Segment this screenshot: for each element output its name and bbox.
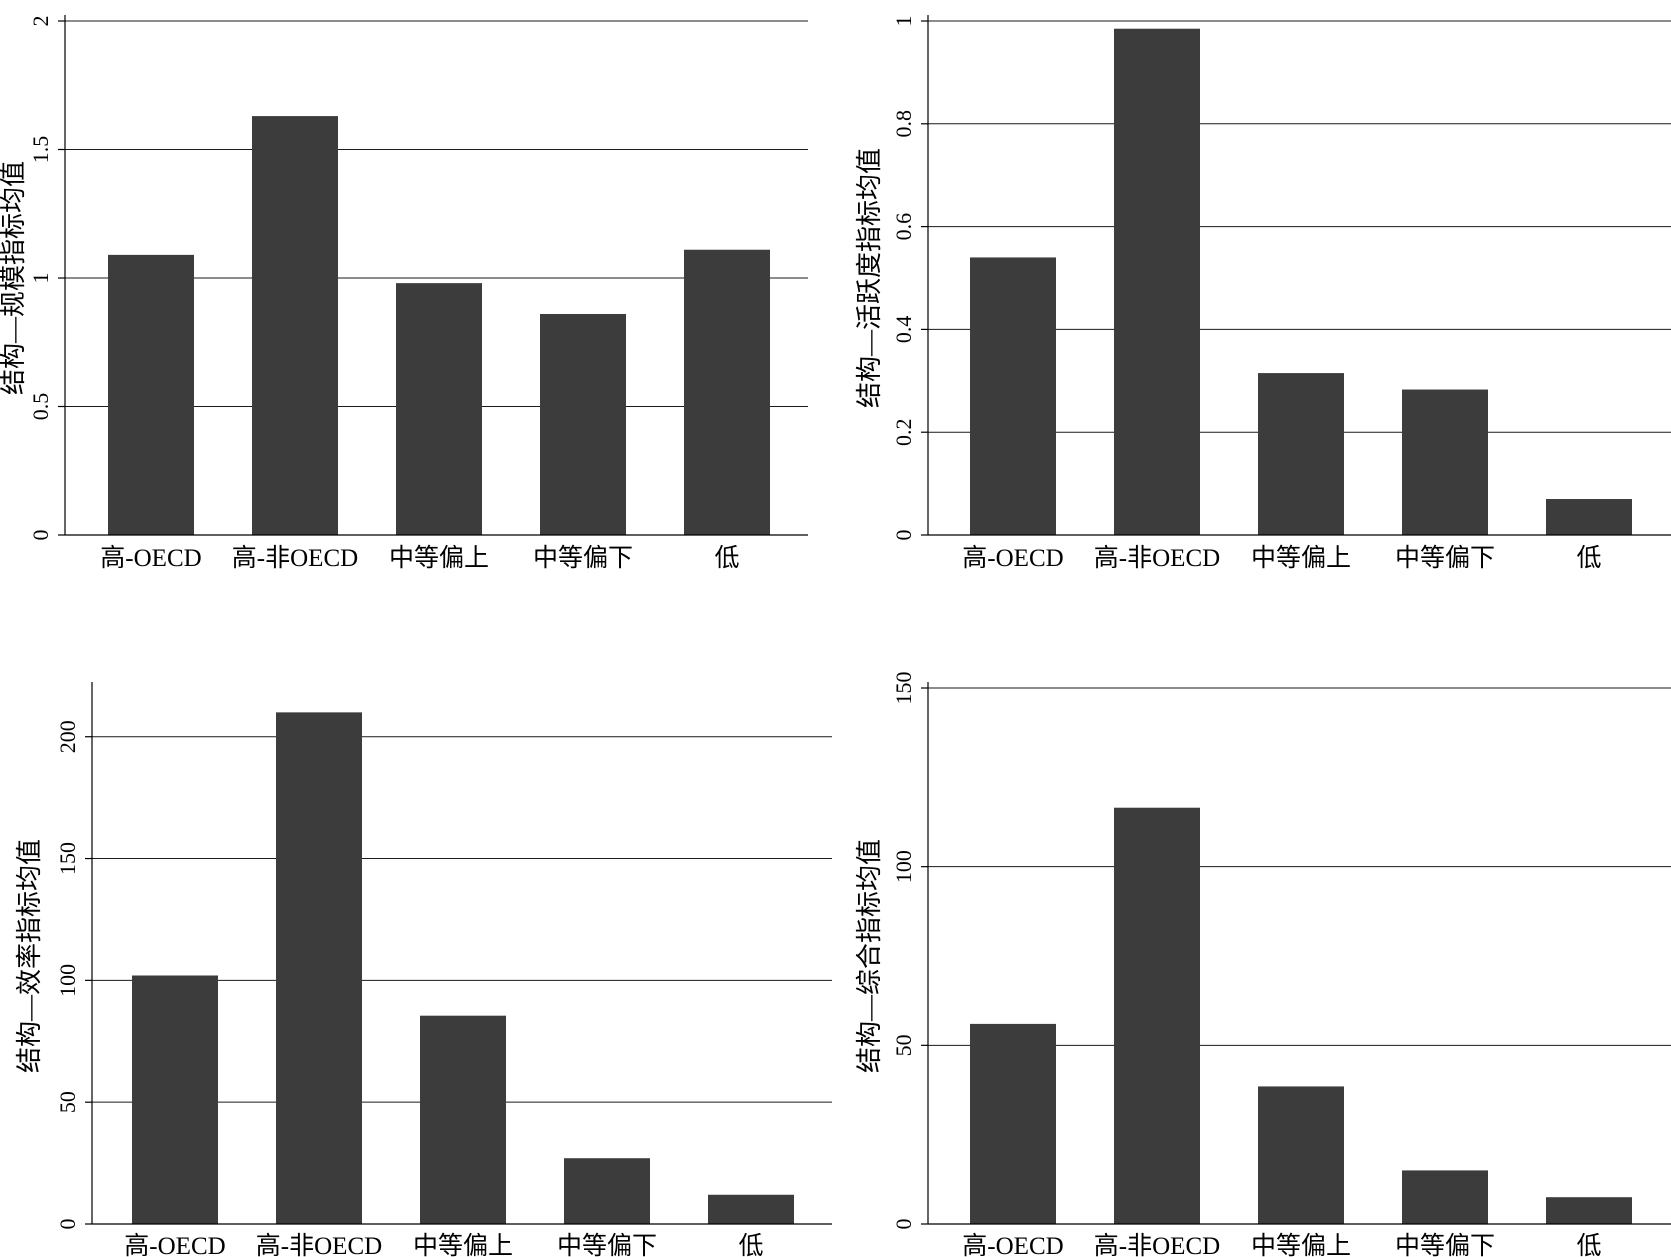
- bar-4: [564, 1158, 650, 1224]
- y-tick-label: 1.5: [28, 136, 53, 164]
- y-tick-label: 0: [891, 1219, 916, 1230]
- y-tick-label: 100: [891, 850, 916, 883]
- x-category-label: 高-非OECD: [1094, 1232, 1220, 1257]
- bar-1: [132, 975, 218, 1224]
- bar-1: [970, 1023, 1056, 1224]
- y-tick-label: 150: [891, 672, 916, 705]
- bar-5: [1546, 1197, 1632, 1224]
- y-tick-label: 1: [891, 16, 916, 27]
- y-axis-title: 结构—规模指标均值: [0, 161, 28, 395]
- y-tick-label: 0: [891, 530, 916, 541]
- x-category-label: 高-OECD: [962, 544, 1063, 572]
- bar-3: [420, 1015, 506, 1224]
- x-category-label: 低: [714, 544, 739, 572]
- x-category-label: 中等偏下: [1395, 1232, 1495, 1257]
- x-category-label: 中等偏上: [389, 544, 489, 572]
- bar-1: [970, 257, 1056, 535]
- y-tick-label: 50: [891, 1034, 916, 1056]
- bar-5: [708, 1194, 794, 1224]
- bar-5: [1546, 499, 1632, 535]
- y-axis-title: 结构—综合指标均值: [855, 839, 884, 1073]
- chart-panel-4: 0 50 100 150 高-OECD 高-非OECD 中等偏上 中等偏下 低 结构—综合指标均值: [855, 672, 1671, 1257]
- y-tick-label: 50: [55, 1091, 80, 1113]
- y-tick-label: 0.5: [28, 393, 53, 421]
- bar-4: [1402, 1170, 1488, 1224]
- y-tick-label: 0.8: [891, 110, 916, 138]
- bar-3: [396, 283, 482, 535]
- bar-3: [1258, 373, 1344, 535]
- x-category-label: 高-非OECD: [256, 1232, 382, 1257]
- y-tick-label: 0: [28, 530, 53, 541]
- y-tick-label: 0.6: [891, 213, 916, 241]
- bar-3: [1258, 1086, 1344, 1224]
- y-axis-title: 结构—活跃度指标均值: [855, 148, 884, 408]
- x-category-label: 高-非OECD: [1094, 544, 1220, 572]
- bar-5: [684, 249, 770, 536]
- x-category-label: 中等偏下: [557, 1232, 657, 1257]
- y-tick-label: 2: [28, 16, 53, 27]
- x-category-label: 高-OECD: [100, 544, 201, 572]
- y-tick-label: 200: [55, 720, 80, 753]
- y-tick-label: 1: [28, 273, 53, 284]
- bar-2: [276, 712, 362, 1224]
- x-category-label: 高-OECD: [962, 1232, 1063, 1257]
- y-tick-label: 150: [55, 842, 80, 875]
- x-category-label: 中等偏上: [1251, 544, 1351, 572]
- x-category-label: 低: [738, 1232, 763, 1257]
- y-tick-label: 0.2: [891, 418, 916, 446]
- y-tick-label: 0: [55, 1219, 80, 1230]
- bar-2: [1114, 28, 1200, 536]
- x-category-label: 高-非OECD: [232, 544, 358, 572]
- x-category-label: 低: [1576, 1232, 1601, 1257]
- x-category-label: 中等偏下: [1395, 544, 1495, 572]
- chart-panel-3: 0 50 100 150 200 高-OECD 高-非OECD 中等偏上 中等偏下 低 结构—效率指…: [15, 682, 832, 1257]
- x-category-label: 高-OECD: [124, 1232, 225, 1257]
- bar-2: [252, 116, 338, 535]
- x-category-label: 中等偏上: [413, 1232, 513, 1257]
- x-category-label: 中等偏下: [533, 544, 633, 572]
- bar-4: [540, 313, 626, 535]
- chart-panel-1: 0 0.5 1 1.5 2 高-OECD 高-非OECD 中等偏上 中等偏下 低 结构—规模指标均值: [0, 15, 808, 572]
- bar-4: [1402, 389, 1488, 535]
- x-category-label: 低: [1576, 544, 1601, 572]
- x-category-label: 中等偏上: [1251, 1232, 1351, 1257]
- y-tick-label: 0.4: [891, 316, 916, 344]
- chart-panel-2: 0 0.2 0.4 0.6 0.8 1 高-OECD 高-非OECD 中等偏上 中等偏下 低 结构—活…: [855, 15, 1671, 572]
- y-axis-title: 结构—效率指标均值: [15, 839, 44, 1073]
- bar-1: [108, 254, 194, 535]
- bar-2: [1114, 807, 1200, 1224]
- y-tick-label: 100: [55, 964, 80, 997]
